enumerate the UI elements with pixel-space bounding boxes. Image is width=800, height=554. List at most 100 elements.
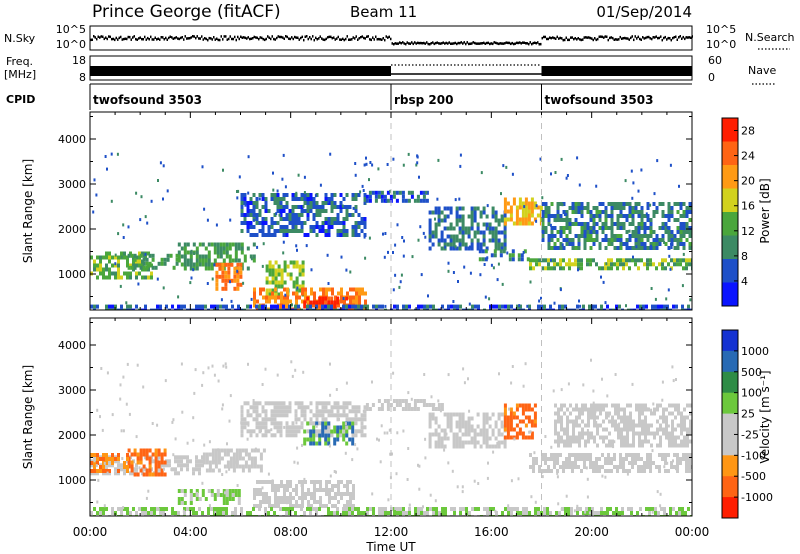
power-point xyxy=(425,191,428,194)
vel-cell xyxy=(279,425,283,430)
power-cell xyxy=(339,229,343,233)
vel-cell xyxy=(525,511,528,515)
power-point xyxy=(486,256,489,260)
power-cell xyxy=(114,304,117,309)
power-cell xyxy=(180,254,184,259)
vel-point xyxy=(463,381,466,385)
power-cell xyxy=(484,249,488,254)
vel-cell xyxy=(144,467,147,472)
power-cell xyxy=(682,202,686,206)
power-cell xyxy=(580,202,584,206)
power-cell xyxy=(637,214,641,218)
power-cell xyxy=(174,308,177,310)
power-point xyxy=(230,299,233,303)
vel-cell xyxy=(288,405,292,410)
power-cell xyxy=(523,249,527,254)
vel-cell xyxy=(506,423,510,428)
power-cell xyxy=(676,238,680,242)
power-cell xyxy=(142,257,146,262)
vel-cell xyxy=(665,431,668,436)
vel-cell xyxy=(578,439,581,444)
power-cell xyxy=(541,258,544,263)
vel-cell xyxy=(611,423,614,428)
vel-band-9 xyxy=(503,403,537,440)
vel-point xyxy=(431,414,433,418)
power-cell xyxy=(233,274,237,279)
power-cell xyxy=(646,214,650,218)
power-cell xyxy=(183,254,187,259)
power-cell xyxy=(321,296,325,301)
power-cell xyxy=(565,262,568,267)
vel-cell xyxy=(295,500,298,504)
power-cell xyxy=(527,213,531,218)
power-cell xyxy=(357,221,361,225)
power-cell xyxy=(616,238,620,242)
power-cell xyxy=(688,258,691,263)
power-cell xyxy=(271,268,275,273)
vel-cell xyxy=(580,453,583,457)
nsky-sample xyxy=(586,36,588,39)
power-cell xyxy=(574,210,578,214)
power-cell xyxy=(550,230,554,234)
nsky-sample xyxy=(504,42,506,45)
vel-cell xyxy=(151,452,155,457)
power-cell xyxy=(273,308,276,310)
vel-cell xyxy=(139,468,143,473)
power-cell xyxy=(461,218,465,223)
vel-cell xyxy=(441,507,444,511)
vel-cell xyxy=(608,443,611,448)
power-cell xyxy=(507,308,510,310)
power-cell xyxy=(331,287,334,292)
nsky-sample xyxy=(295,36,297,39)
power-cell xyxy=(446,206,450,211)
vel-cell xyxy=(380,407,384,411)
power-cell xyxy=(604,226,608,230)
power-point xyxy=(312,199,315,203)
power-cell xyxy=(627,308,630,310)
vel-cell xyxy=(529,453,532,457)
vel-cell xyxy=(575,403,578,408)
power-cell xyxy=(183,304,186,309)
power-point xyxy=(282,240,285,244)
power-cell xyxy=(348,213,352,217)
nsky-sample xyxy=(165,36,167,40)
power-cell xyxy=(526,257,530,262)
power-cell xyxy=(586,206,590,210)
vel-cell xyxy=(669,507,672,511)
nsky-sample xyxy=(351,38,353,41)
nsky-sample xyxy=(406,41,408,44)
power-colorbar-label: 8 xyxy=(741,250,748,263)
power-cell xyxy=(377,194,381,199)
vel-cell xyxy=(365,407,369,411)
power-cell xyxy=(280,276,284,281)
power-cell xyxy=(622,206,626,210)
vel-cell xyxy=(153,459,156,464)
vel-cell xyxy=(467,416,471,421)
power-cell xyxy=(449,234,453,239)
vel-point xyxy=(329,362,331,366)
power-cell xyxy=(357,308,360,310)
vel-cell xyxy=(309,429,313,434)
power-cell xyxy=(240,193,244,197)
power-cell xyxy=(688,202,692,206)
vel-cell xyxy=(303,441,307,446)
vel-cell xyxy=(309,433,313,438)
power-cell xyxy=(183,250,187,255)
power-cell xyxy=(672,304,675,309)
power-cell xyxy=(607,226,611,230)
power-cell xyxy=(497,246,501,251)
vel-cell xyxy=(443,432,447,437)
power-point xyxy=(604,301,607,305)
power-cell xyxy=(301,287,304,292)
vel-cell xyxy=(555,511,558,515)
vel-cell xyxy=(482,412,486,417)
vel-cell xyxy=(444,507,447,511)
power-cell xyxy=(285,217,289,221)
vel-cell xyxy=(485,436,489,441)
vel-cell xyxy=(348,437,352,442)
nsky-sample xyxy=(309,36,311,39)
vel-cell xyxy=(658,469,661,473)
nsky-sample xyxy=(607,38,609,42)
power-point xyxy=(392,157,395,161)
nsky-sample xyxy=(280,35,282,39)
